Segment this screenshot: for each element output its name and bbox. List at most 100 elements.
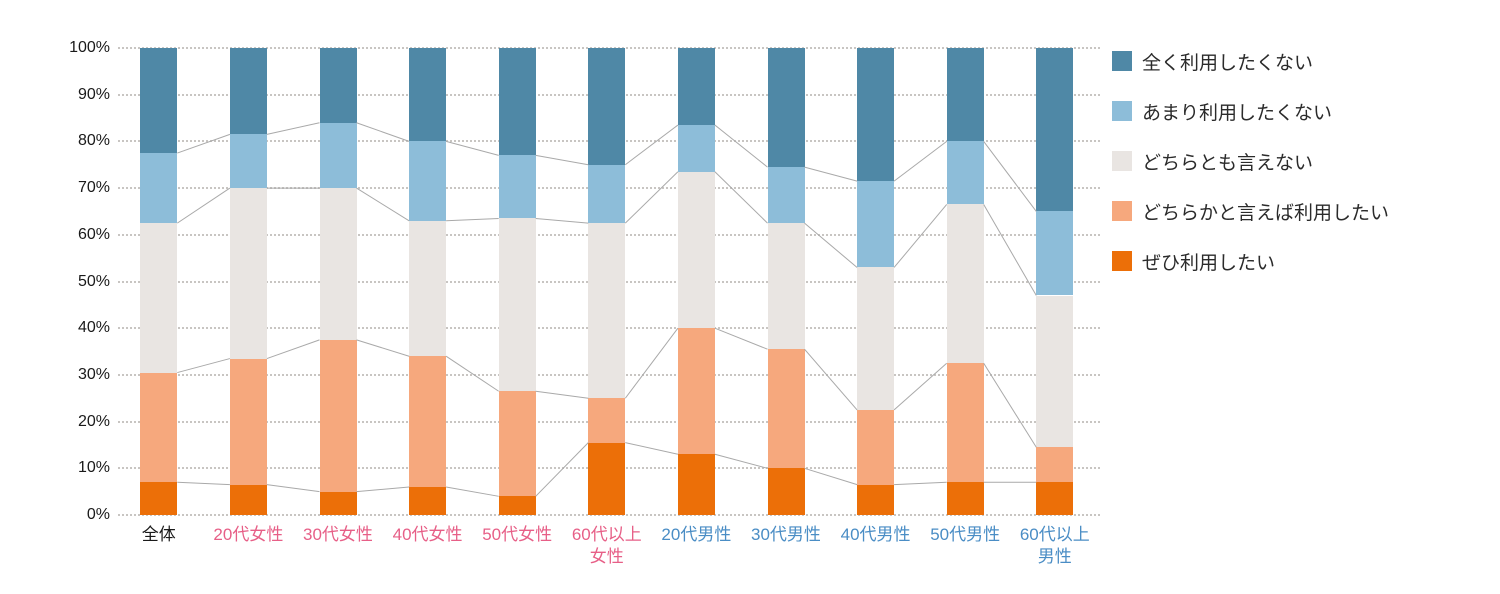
bar-segment — [498, 496, 536, 515]
legend: 全く利用したくない あまり利用したくない どちらとも言えない どちらかと言えば利… — [1112, 51, 1389, 301]
connector-line — [446, 217, 499, 222]
x-axis-category-label: 40代男性 — [840, 525, 911, 544]
connector-line — [714, 124, 768, 168]
legend-label: どちらとも言えない — [1142, 152, 1314, 174]
bar-segment — [857, 267, 895, 410]
bar-segment — [946, 482, 984, 515]
connector-line — [356, 122, 410, 142]
bar-segment — [409, 356, 447, 487]
y-axis-tick-label: 0% — [86, 506, 110, 523]
bar-segment — [1036, 48, 1074, 212]
bar-segment — [229, 134, 267, 189]
connector-line — [804, 467, 858, 486]
legend-label: あまり利用したくない — [1142, 102, 1333, 124]
bar-segment — [409, 220, 447, 357]
connector-line — [535, 217, 589, 224]
bar-segment — [319, 339, 357, 492]
x-axis-category-label: 20代女性 — [213, 525, 284, 544]
bar-segment — [857, 181, 895, 268]
legend-swatch-salmon — [1112, 201, 1132, 221]
legend-item-dochiraka: どちらかと言えば利用したい — [1112, 201, 1389, 224]
connector-line — [893, 204, 948, 268]
connector-line — [624, 171, 679, 224]
connector-line — [177, 481, 230, 486]
bar-segment — [140, 482, 178, 515]
bar-segment — [409, 486, 447, 515]
connector-line — [356, 187, 410, 222]
bar-segment — [588, 398, 626, 443]
bar-segment — [1036, 295, 1074, 448]
bar-segment — [140, 153, 178, 224]
bar-segment — [1036, 482, 1074, 515]
bar-segment — [140, 372, 178, 483]
bar-segment — [319, 188, 357, 340]
connector-line — [714, 171, 768, 224]
bar-segment — [229, 48, 267, 135]
legend-swatch-dark-blue — [1112, 51, 1132, 71]
x-axis-category-label: 40代女性 — [392, 525, 463, 544]
bar-segment — [588, 223, 626, 399]
x-axis-category-label: 全体 — [141, 525, 176, 544]
bar-segment — [588, 164, 626, 224]
bar-segment — [946, 363, 984, 483]
legend-item-mattaku: 全く利用したくない — [1112, 51, 1389, 74]
legend-label: どちらかと言えば利用したい — [1142, 202, 1390, 224]
connector-line — [356, 486, 410, 493]
bar-segment — [677, 48, 715, 126]
connector-line — [266, 339, 320, 360]
bar-segment — [140, 223, 178, 373]
bar-segment — [677, 328, 715, 455]
legend-label: ぜひ利用したい — [1142, 252, 1276, 274]
bar-segment — [409, 141, 447, 221]
bar-segment — [1036, 447, 1074, 483]
legend-swatch-gray — [1112, 151, 1132, 171]
bar-segment — [767, 48, 805, 168]
connector-line — [177, 358, 231, 374]
connector-line — [266, 122, 320, 135]
x-axis-category-label: 60代以上 女性 — [571, 525, 642, 566]
bar-segment — [677, 125, 715, 172]
bar-segment — [1036, 211, 1074, 296]
bar-segment — [229, 484, 267, 515]
bar-segment — [857, 409, 895, 485]
bar-segment — [677, 454, 715, 515]
connector-line — [624, 327, 679, 399]
connector-line — [625, 442, 679, 455]
y-axis-tick-label: 80% — [77, 132, 110, 150]
connector-line — [445, 140, 499, 156]
bar-segment — [498, 155, 536, 219]
y-axis-tick-label: 60% — [77, 225, 110, 243]
connector-line — [535, 442, 589, 497]
connector-line — [535, 154, 589, 166]
bar-segment — [767, 349, 805, 469]
legend-item-amari: あまり利用したくない — [1112, 101, 1389, 124]
bar-segment — [229, 188, 267, 359]
bar-segment — [946, 141, 984, 205]
connector-line — [624, 124, 679, 166]
x-axis-category-label: 50代男性 — [930, 525, 1001, 544]
connector-line — [804, 222, 858, 268]
bar-segment — [946, 204, 984, 364]
connector-line — [983, 141, 1037, 212]
y-axis-tick-label: 20% — [77, 412, 110, 430]
legend-item-zehi: ぜひ利用したい — [1112, 251, 1389, 274]
bar-segment — [767, 167, 805, 224]
x-axis-category-label: 50代女性 — [482, 525, 553, 544]
x-axis-category-label: 30代男性 — [751, 525, 821, 544]
connector-line — [714, 327, 768, 350]
connector-line — [894, 481, 947, 486]
bar-segment — [319, 48, 357, 123]
legend-label: 全く利用したくない — [1142, 52, 1314, 74]
bar-segment — [140, 48, 178, 154]
bar-segment — [229, 358, 267, 485]
bar-segment — [319, 491, 357, 515]
legend-swatch-light-blue — [1112, 101, 1132, 121]
bar-segment — [677, 171, 715, 329]
connector-line — [714, 453, 768, 469]
bar-segment — [588, 48, 626, 165]
y-axis-tick-label: 50% — [77, 272, 110, 290]
bar-segment — [409, 48, 447, 142]
connector-line — [446, 486, 499, 497]
connector-line — [177, 187, 231, 224]
